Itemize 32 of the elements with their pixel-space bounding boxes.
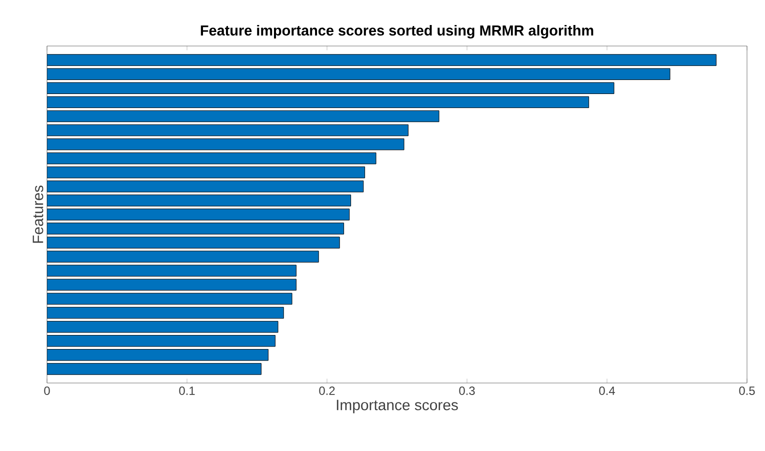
bar	[47, 320, 278, 333]
bar	[47, 250, 319, 262]
bar	[47, 152, 376, 164]
x-tick-label: 0.3	[459, 386, 475, 395]
x-tick-label: 0.4	[599, 386, 615, 395]
bar	[47, 82, 614, 94]
bar	[47, 110, 440, 122]
bar	[47, 363, 262, 375]
bar	[47, 194, 352, 206]
bar	[47, 68, 670, 80]
bar	[47, 180, 364, 192]
x-tick-label: 0.5	[739, 386, 755, 395]
bar	[47, 138, 404, 150]
bar	[47, 54, 716, 66]
bar	[47, 236, 340, 248]
bar	[47, 278, 296, 291]
bar	[47, 124, 408, 136]
bar	[47, 349, 268, 361]
bar	[47, 166, 366, 178]
bar	[47, 96, 590, 108]
bar	[47, 306, 284, 319]
x-tick-label: 0	[44, 386, 50, 395]
bar	[47, 222, 344, 234]
bar	[47, 335, 276, 347]
bar	[47, 264, 296, 277]
x-axis-title: Importance scores	[336, 400, 458, 414]
bar	[47, 292, 292, 305]
bar	[47, 208, 350, 220]
y-axis-title: Features	[32, 186, 44, 243]
chart-title: Feature importance scores sorted using MRMR algorithm	[200, 24, 594, 39]
x-tick-label: 0.2	[319, 386, 335, 395]
x-tick-label: 0.1	[179, 386, 195, 395]
